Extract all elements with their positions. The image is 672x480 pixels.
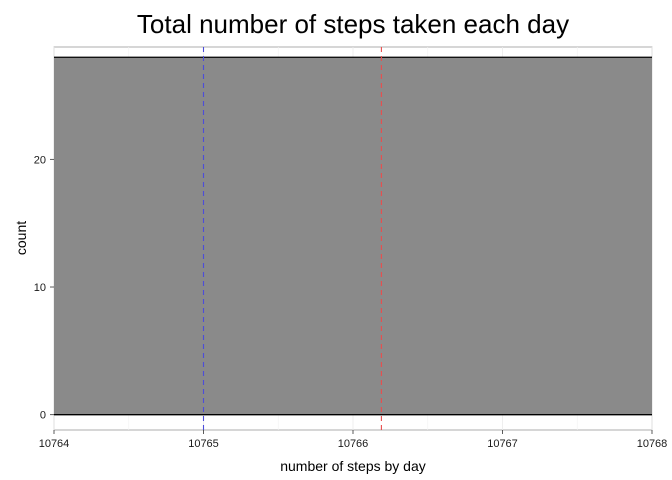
x-axis-title: number of steps by day — [280, 458, 426, 474]
x-axis-ticks: 10764 10765 10766 10767 10768 — [39, 430, 668, 450]
x-tick-label: 10765 — [188, 438, 219, 450]
x-tick-label: 10766 — [338, 438, 369, 450]
x-tick-label: 10767 — [487, 438, 518, 450]
chart-title: Total number of steps taken each day — [137, 9, 569, 39]
x-tick-label: 10764 — [39, 438, 70, 450]
y-tick-label: 10 — [34, 282, 46, 294]
histogram-bar — [54, 57, 652, 415]
reference-lines — [202, 47, 382, 430]
y-axis-ticks: 0 10 20 — [34, 154, 54, 422]
y-tick-label: 20 — [34, 154, 46, 166]
y-axis-title: count — [13, 221, 29, 255]
bars — [54, 56, 652, 416]
x-tick-label: 10768 — [637, 438, 668, 450]
y-tick-label: 0 — [40, 410, 46, 422]
